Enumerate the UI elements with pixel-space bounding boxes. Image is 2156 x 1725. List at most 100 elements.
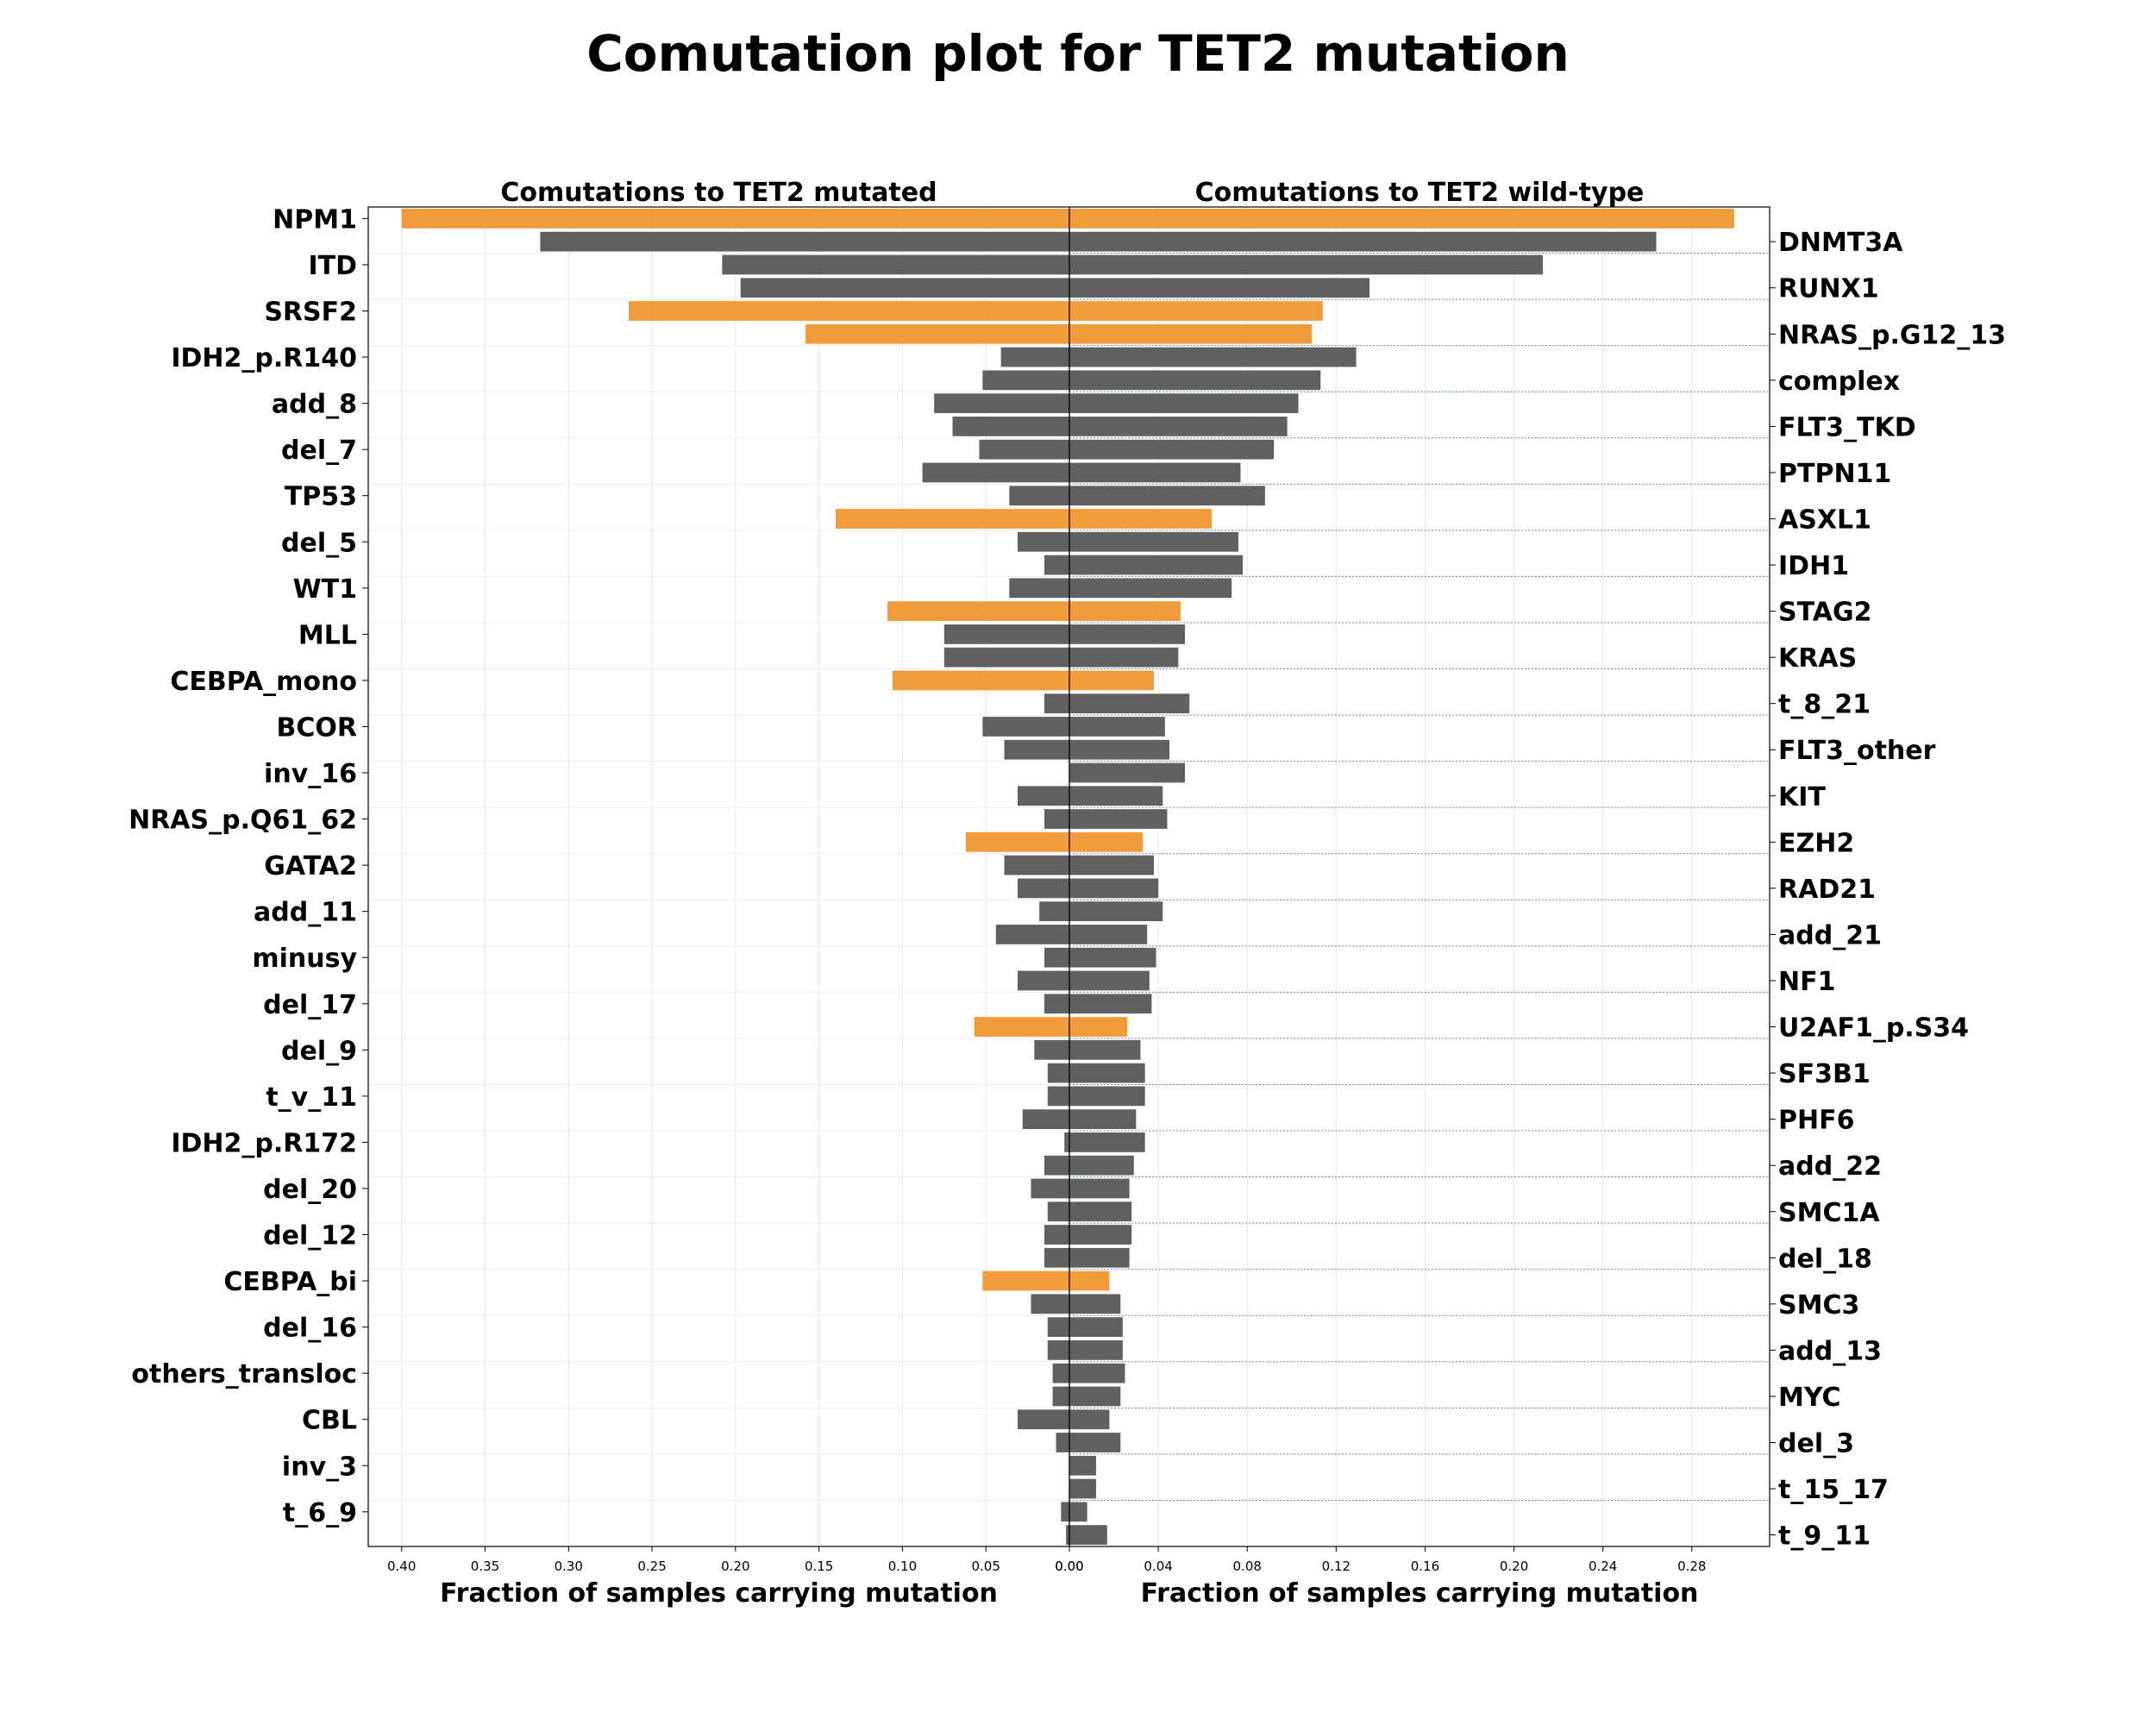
category-label-del-16: del_16 bbox=[263, 1314, 357, 1344]
bar-left-add-21 bbox=[995, 925, 1069, 944]
bar-right-ptpn11 bbox=[1069, 462, 1241, 483]
bar-right-t-8-21 bbox=[1069, 693, 1190, 714]
bar-right-tp53 bbox=[1069, 486, 1265, 506]
category-label-dnmt3a: DNMT3A bbox=[1778, 228, 1903, 258]
x-axis-label-left: Fraction of samples carrying mutation bbox=[440, 1578, 998, 1609]
bar-left-smc3 bbox=[1031, 1294, 1069, 1314]
bar-left-del-20 bbox=[1031, 1178, 1069, 1199]
category-label-tp53: TP53 bbox=[285, 482, 357, 512]
category-label-t-9-11: t_9_11 bbox=[1778, 1521, 1871, 1552]
bar-left-t-v-11 bbox=[1047, 1086, 1069, 1107]
category-label-idh2-p-r172: IDH2_p.R172 bbox=[171, 1128, 357, 1158]
bar-right-add-13 bbox=[1069, 1340, 1123, 1360]
category-label-others-transloc: others_transloc bbox=[131, 1359, 357, 1389]
category-label-minusy: minusy bbox=[252, 944, 357, 974]
category-label-sf3b1: SF3B1 bbox=[1778, 1059, 1871, 1089]
category-label-flt3-tkd: FLT3_TKD bbox=[1778, 412, 1916, 442]
category-label-add-11: add_11 bbox=[254, 898, 357, 928]
bar-right-idh1 bbox=[1069, 555, 1244, 575]
category-label-ezh2: EZH2 bbox=[1778, 828, 1854, 858]
bar-left-ptpn11 bbox=[922, 462, 1069, 483]
bar-left-srsf2 bbox=[628, 301, 1069, 321]
bar-right-del-7 bbox=[1069, 439, 1275, 460]
category-label-smc3: SMC3 bbox=[1778, 1290, 1859, 1320]
bar-right-del-9 bbox=[1069, 1039, 1141, 1060]
x-tick-label: 0.30 bbox=[555, 1559, 583, 1574]
bar-left-smc1a bbox=[1047, 1201, 1069, 1222]
x-tick-label: 0.04 bbox=[1144, 1559, 1172, 1574]
x-tick-label: 0.24 bbox=[1589, 1559, 1617, 1574]
x-tick-label: 0.35 bbox=[471, 1559, 499, 1574]
bar-right-mll bbox=[1069, 624, 1186, 644]
bar-left-del-18 bbox=[1044, 1247, 1069, 1268]
bar-right-srsf2 bbox=[1069, 301, 1323, 321]
bar-right-kras bbox=[1069, 647, 1179, 668]
left-panel-mutated: 0.40 0.35 0.30 0.25 0.20 0.15 0.10 0.05 0.00 Comu… bbox=[128, 178, 1084, 1609]
x-tick-label: 0.20 bbox=[1500, 1559, 1528, 1574]
bar-left-myc bbox=[1052, 1386, 1069, 1407]
bar-right-flt3-tkd bbox=[1069, 416, 1288, 436]
bar-left-gata2 bbox=[1004, 855, 1069, 875]
category-label-add-21: add_21 bbox=[1778, 920, 1882, 950]
category-label-del-3: del_3 bbox=[1778, 1429, 1854, 1459]
bar-right-add-21 bbox=[1069, 925, 1148, 944]
bar-left-flt3-tkd bbox=[952, 416, 1069, 436]
category-label-smc1a: SMC1A bbox=[1778, 1198, 1880, 1228]
bar-right-others-transloc bbox=[1069, 1363, 1125, 1383]
category-label-bcor: BCOR bbox=[277, 712, 358, 743]
bar-right-del-16 bbox=[1069, 1317, 1123, 1338]
bar-right-nf1 bbox=[1069, 970, 1150, 991]
bar-left-t-8-21 bbox=[1044, 693, 1069, 714]
bar-right-del-5 bbox=[1069, 531, 1238, 552]
bar-left-npm1 bbox=[401, 209, 1069, 229]
bar-left-kras bbox=[943, 647, 1069, 668]
bar-right-sf3b1 bbox=[1069, 1063, 1145, 1083]
category-label-kit: KIT bbox=[1778, 782, 1826, 812]
bar-right-u2af1-p-s34 bbox=[1069, 1017, 1128, 1037]
bar-right-wt1 bbox=[1069, 578, 1232, 599]
bar-right-add-8 bbox=[1069, 393, 1299, 413]
bar-left-tp53 bbox=[1009, 486, 1069, 506]
category-label-kras: KRAS bbox=[1778, 643, 1857, 674]
category-label-idh2-p-r140: IDH2_p.R140 bbox=[171, 343, 357, 373]
bar-right-t-9-11 bbox=[1069, 1525, 1107, 1545]
bar-right-minusy bbox=[1069, 947, 1156, 968]
bar-right-del-12 bbox=[1069, 1225, 1132, 1245]
bar-right-t-15-17 bbox=[1069, 1478, 1096, 1499]
category-label-asxl1: ASXL1 bbox=[1778, 505, 1871, 535]
bar-left-phf6 bbox=[1022, 1109, 1069, 1130]
category-label-nras-p-q61-62: NRAS_p.Q61_62 bbox=[128, 806, 357, 836]
bar-left-idh2-p-r140 bbox=[1000, 347, 1069, 367]
category-label-nf1: NF1 bbox=[1778, 967, 1835, 997]
bar-right-inv-16 bbox=[1069, 762, 1186, 783]
category-label-cbl: CBL bbox=[302, 1406, 357, 1436]
category-label-del-12: del_12 bbox=[263, 1221, 357, 1251]
bar-left-asxl1 bbox=[836, 509, 1069, 529]
bar-left-minusy bbox=[1044, 947, 1069, 968]
bar-right-t-6-9 bbox=[1069, 1502, 1087, 1522]
bar-left-stag2 bbox=[887, 601, 1069, 621]
bar-right-del-3 bbox=[1069, 1433, 1121, 1452]
category-label-itd: ITD bbox=[308, 251, 357, 281]
bar-left-itd bbox=[722, 254, 1069, 275]
category-label-t-v-11: t_v_11 bbox=[266, 1082, 357, 1113]
bar-right-idh2-p-r172 bbox=[1069, 1132, 1145, 1152]
bar-right-gata2 bbox=[1069, 855, 1154, 875]
category-label-inv-16: inv_16 bbox=[264, 759, 357, 789]
bar-left-add-13 bbox=[1047, 1340, 1069, 1360]
x-tick-label: 0.28 bbox=[1677, 1559, 1706, 1574]
bar-left-nf1 bbox=[1017, 970, 1069, 991]
x-tick-label: 0.10 bbox=[888, 1559, 917, 1574]
bar-right-smc3 bbox=[1069, 1294, 1121, 1314]
category-label-del-5: del_5 bbox=[281, 528, 357, 558]
bar-left-runx1 bbox=[740, 278, 1069, 298]
bar-left-idh1 bbox=[1044, 555, 1069, 575]
category-label-t-8-21: t_8_21 bbox=[1778, 690, 1871, 720]
category-label-mll: MLL bbox=[298, 620, 357, 650]
bar-left-cbl bbox=[1017, 1409, 1069, 1430]
bar-right-rad21 bbox=[1069, 878, 1159, 899]
x-tick-label: 0.08 bbox=[1233, 1559, 1262, 1574]
category-label-del-17: del_17 bbox=[263, 990, 357, 1020]
panel-title-right: Comutations to TET2 wild-type bbox=[1195, 178, 1645, 208]
category-label-t-15-17: t_15_17 bbox=[1778, 1475, 1889, 1505]
